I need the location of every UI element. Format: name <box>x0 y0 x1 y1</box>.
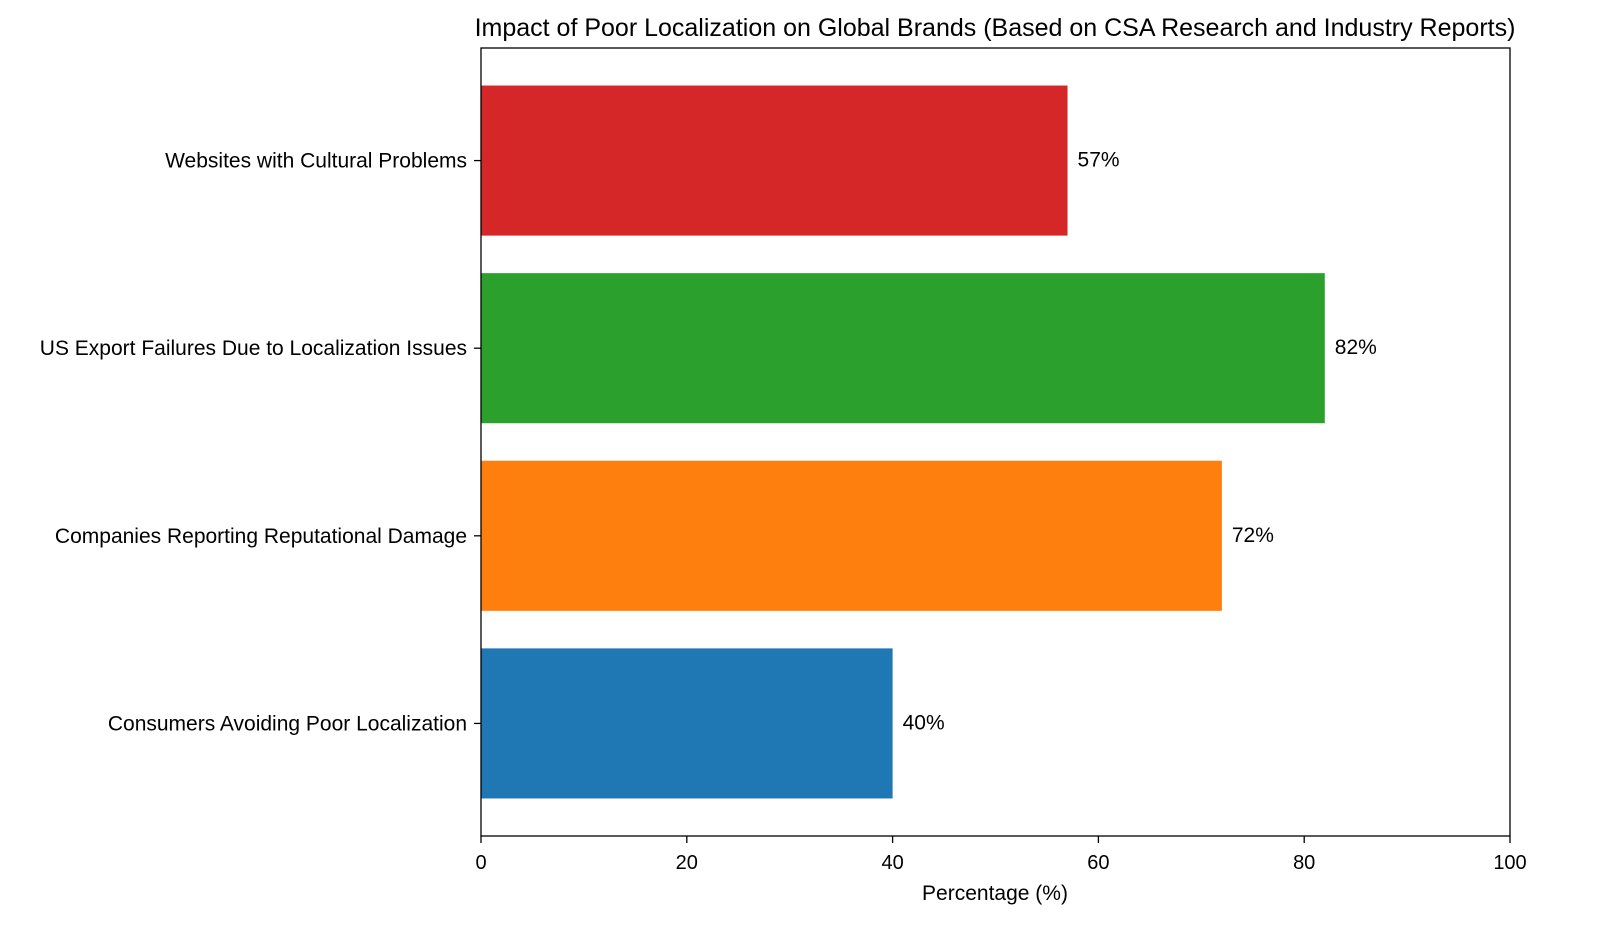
chart-title: Impact of Poor Localization on Global Br… <box>475 14 1516 42</box>
x-axis-ticks: 0 20 40 60 80 100 <box>475 836 1527 874</box>
bars <box>481 85 1325 799</box>
data-label: 72% <box>1232 524 1274 547</box>
bar <box>481 273 1325 424</box>
y-tick-label: Companies Reporting Reputational Damage <box>55 525 467 548</box>
y-tick-label: US Export Failures Due to Localization I… <box>40 337 467 360</box>
data-label: 40% <box>903 711 945 734</box>
data-label: 57% <box>1078 149 1120 172</box>
plot-frame <box>480 47 1511 837</box>
data-label: 82% <box>1335 336 1377 359</box>
y-axis-labels: Consumers Avoiding Poor Localization Comp… <box>40 150 481 735</box>
bar <box>481 648 893 799</box>
y-tick-label: Websites with Cultural Problems <box>165 150 467 173</box>
x-tick-label: 60 <box>1087 852 1109 874</box>
x-axis-label: Percentage (%) <box>922 882 1068 905</box>
bar <box>481 85 1068 236</box>
y-tick-label: Consumers Avoiding Poor Localization <box>108 712 467 735</box>
bar <box>481 460 1222 611</box>
x-tick-label: 40 <box>881 852 903 874</box>
x-tick-label: 100 <box>1493 852 1526 874</box>
data-labels: 40% 72% 82% 57% <box>903 149 1377 735</box>
x-tick-label: 20 <box>676 852 698 874</box>
x-tick-label: 0 <box>475 852 486 874</box>
x-tick-label: 80 <box>1293 852 1315 874</box>
